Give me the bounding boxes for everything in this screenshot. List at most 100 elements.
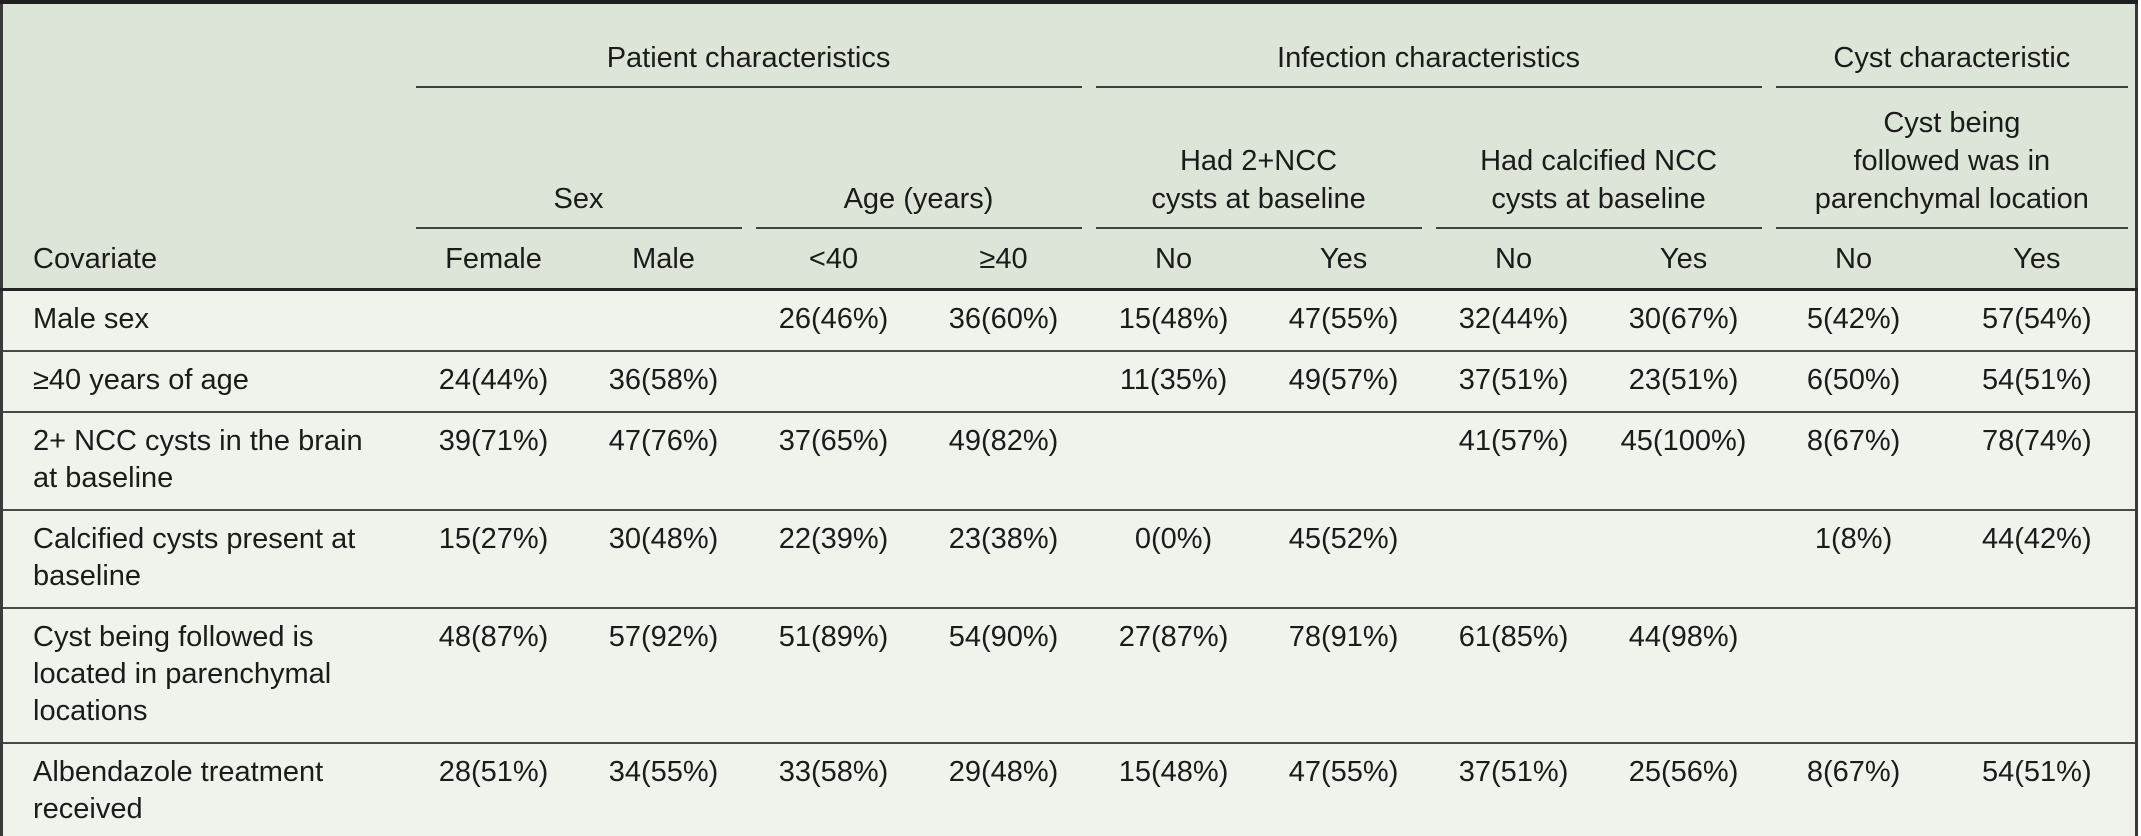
- value-cell: 37(65%): [748, 412, 919, 511]
- value-cell: 47(76%): [578, 412, 749, 511]
- subgroup-sex: Sex: [408, 88, 749, 229]
- value-cell: 6(50%): [1768, 351, 1939, 413]
- value-cell: 44(98%): [1598, 608, 1769, 744]
- column-label-calcified-yes: Yes: [1598, 229, 1769, 291]
- value-cell: 57(92%): [578, 608, 749, 744]
- corner-spacer: [1, 88, 409, 229]
- table-row: Calcified cysts present at baseline 15(27…: [1, 510, 2137, 609]
- group-label-underlined: Patient characteristics: [415, 40, 1082, 88]
- value-cell: 28(51%): [408, 743, 579, 836]
- group-cyst-characteristic: Cyst characteristic: [1768, 2, 2137, 88]
- value-cell: 8(67%): [1768, 743, 1939, 836]
- column-label-calcified-no: No: [1428, 229, 1599, 291]
- value-cell: 8(67%): [1768, 412, 1939, 511]
- value-cell: 37(51%): [1428, 743, 1599, 836]
- value-cell: 26(46%): [748, 289, 919, 352]
- group-infection-characteristics: Infection characteristics: [1088, 2, 1769, 88]
- subgroup-had-calcified-ncc-cysts: Had calcified NCC cysts at baseline: [1428, 88, 1769, 229]
- value-cell: 54(51%): [1938, 351, 2137, 413]
- column-label-parenchymal-yes: Yes: [1938, 229, 2137, 291]
- value-cell: 78(74%): [1938, 412, 2137, 511]
- value-cell: 61(85%): [1428, 608, 1599, 744]
- table-body: Male sex 26(46%) 36(60%) 15(48%) 47(55%) 32(4…: [1, 289, 2137, 836]
- value-cell: [408, 289, 579, 352]
- value-cell: 25(56%): [1598, 743, 1769, 836]
- value-cell: 37(51%): [1428, 351, 1599, 413]
- covariate-cell: Albendazole treatment received: [1, 743, 409, 836]
- group-header-row: Patient characteristics Infection charac…: [1, 2, 2137, 88]
- value-cell: [1088, 412, 1259, 511]
- value-cell: [918, 351, 1089, 413]
- column-label-female: Female: [408, 229, 579, 291]
- subgroup-label-underlined: Cyst being followed was in parenchymal l…: [1775, 104, 2129, 229]
- value-cell: 15(27%): [408, 510, 579, 609]
- value-cell: 5(42%): [1768, 289, 1939, 352]
- value-cell: 33(58%): [748, 743, 919, 836]
- value-cell: 44(42%): [1938, 510, 2137, 609]
- subgroup-label-underlined: Had calcified NCC cysts at baseline: [1435, 142, 1762, 229]
- value-cell: 48(87%): [408, 608, 579, 744]
- value-cell: 51(89%): [748, 608, 919, 744]
- column-label-ncc-no: No: [1088, 229, 1259, 291]
- value-cell: 57(54%): [1938, 289, 2137, 352]
- value-cell: 30(48%): [578, 510, 749, 609]
- value-cell: 0(0%): [1088, 510, 1259, 609]
- table-header: Patient characteristics Infection charac…: [1, 2, 2137, 291]
- value-cell: 32(44%): [1428, 289, 1599, 352]
- column-label-parenchymal-no: No: [1768, 229, 1939, 291]
- value-cell: 54(51%): [1938, 743, 2137, 836]
- value-cell: 49(57%): [1258, 351, 1429, 413]
- value-cell: 36(60%): [918, 289, 1089, 352]
- value-cell: [1598, 510, 1769, 609]
- table-row: Male sex 26(46%) 36(60%) 15(48%) 47(55%) 32(4…: [1, 289, 2137, 352]
- value-cell: 11(35%): [1088, 351, 1259, 413]
- value-cell: 22(39%): [748, 510, 919, 609]
- table-row: 2+ NCC cysts in the brain at baseline 39(…: [1, 412, 2137, 511]
- value-cell: [578, 289, 749, 352]
- table-row: Albendazole treatment received 28(51%) 34(…: [1, 743, 2137, 836]
- value-cell: 27(87%): [1088, 608, 1259, 744]
- value-cell: 41(57%): [1428, 412, 1599, 511]
- column-label-covariate: Covariate: [1, 229, 409, 291]
- table-row: Cyst being followed is located in parenc…: [1, 608, 2137, 744]
- covariate-cell: Male sex: [1, 289, 409, 352]
- group-patient-characteristics: Patient characteristics: [408, 2, 1089, 88]
- group-label-underlined: Infection characteristics: [1095, 40, 1762, 88]
- subgroup-header-row: Sex Age (years) Had 2+NCC cysts at basel…: [1, 88, 2137, 229]
- column-label-ncc-yes: Yes: [1258, 229, 1429, 291]
- value-cell: 23(51%): [1598, 351, 1769, 413]
- corner-spacer: [1, 2, 409, 88]
- value-cell: 47(55%): [1258, 289, 1429, 352]
- value-cell: 30(67%): [1598, 289, 1769, 352]
- value-cell: 45(100%): [1598, 412, 1769, 511]
- value-cell: [1258, 412, 1429, 511]
- subgroup-cyst-parenchymal-location: Cyst being followed was in parenchymal l…: [1768, 88, 2137, 229]
- subgroup-label-underlined: Had 2+NCC cysts at baseline: [1095, 142, 1422, 229]
- value-cell: 24(44%): [408, 351, 579, 413]
- value-cell: 36(58%): [578, 351, 749, 413]
- value-cell: 29(48%): [918, 743, 1089, 836]
- value-cell: [1428, 510, 1599, 609]
- value-cell: 78(91%): [1258, 608, 1429, 744]
- value-cell: 54(90%): [918, 608, 1089, 744]
- covariate-cell: 2+ NCC cysts in the brain at baseline: [1, 412, 409, 511]
- value-cell: 47(55%): [1258, 743, 1429, 836]
- subgroup-had-2plus-ncc-cysts: Had 2+NCC cysts at baseline: [1088, 88, 1429, 229]
- value-cell: 15(48%): [1088, 743, 1259, 836]
- column-label-40-plus: ≥40: [918, 229, 1089, 291]
- value-cell: 45(52%): [1258, 510, 1429, 609]
- column-label-under-40: <40: [748, 229, 919, 291]
- value-cell: 23(38%): [918, 510, 1089, 609]
- subgroup-label-underlined: Age (years): [755, 180, 1082, 229]
- value-cell: [1938, 608, 2137, 744]
- value-cell: [1768, 608, 1939, 744]
- covariate-cell: Cyst being followed is located in parenc…: [1, 608, 409, 744]
- covariate-cell: Calcified cysts present at baseline: [1, 510, 409, 609]
- column-label-row: Covariate Female Male <40 ≥40 No Yes No …: [1, 229, 2137, 291]
- value-cell: 15(48%): [1088, 289, 1259, 352]
- value-cell: 1(8%): [1768, 510, 1939, 609]
- value-cell: 39(71%): [408, 412, 579, 511]
- subgroup-label-underlined: Sex: [415, 180, 742, 229]
